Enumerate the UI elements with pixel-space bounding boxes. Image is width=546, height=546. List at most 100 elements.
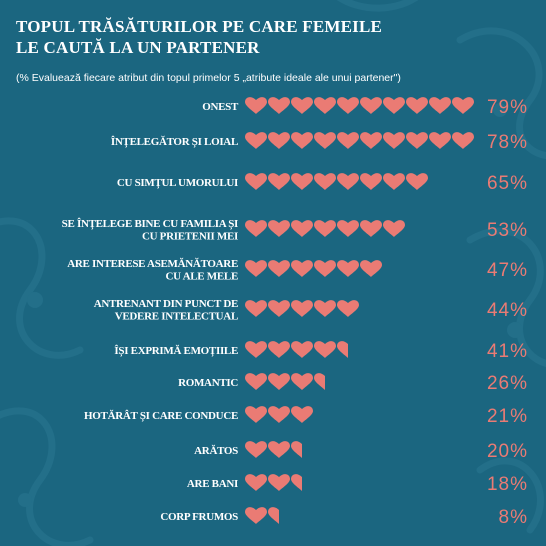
- heart-icon: [314, 97, 336, 114]
- title-line-2: LE CAUTĂ LA UN PARTENER: [16, 38, 260, 57]
- category-label: ÎȘI EXPRIMĂ EMOȚIILE: [114, 345, 238, 357]
- category-label: ANTRENANT DIN PUNCT DE VEDERE INTELECTUAL: [94, 298, 238, 323]
- heart-icon: [268, 474, 290, 491]
- chart-row: ROMANTIC 26%: [178, 373, 528, 394]
- heart-icon: [291, 341, 313, 358]
- heart-icon: [245, 406, 267, 423]
- chart-title: TOPUL TRĂSĂTURILOR PE CARE FEMEILE LE CA…: [16, 16, 382, 58]
- category-label: ARĂTOS: [194, 445, 238, 457]
- chart-row: ARE BANI 18%: [187, 474, 528, 495]
- value-label: 44%: [487, 300, 528, 321]
- chart-row: ANTRENANT DIN PUNCT DE VEDERE INTELECTUAL…: [94, 298, 528, 323]
- heart-icon: [452, 97, 474, 114]
- chart-row: CU SIMȚUL UMORULUI 65%: [117, 173, 527, 194]
- heart-icon: [268, 406, 290, 423]
- heart-icon: [245, 341, 267, 358]
- heart-icon: [360, 173, 382, 190]
- half-heart-icon: [337, 341, 348, 358]
- heart-icon: [291, 173, 313, 190]
- category-label-line: VEDERE INTELECTUAL: [115, 310, 238, 322]
- heart-icon: [245, 373, 267, 390]
- heart-icon: [245, 132, 267, 149]
- heart-icon: [314, 132, 336, 149]
- category-label-line: HOTĂRÂT ȘI CARE CONDUCE: [84, 410, 238, 422]
- title-line-1: TOPUL TRĂSĂTURILOR PE CARE FEMEILE: [16, 17, 383, 36]
- heart-icon: [383, 132, 405, 149]
- heart-icon: [337, 260, 359, 277]
- heart-icon: [268, 441, 290, 458]
- heart-icon: [337, 341, 348, 358]
- category-label: ÎNȚELEGĂTOR ȘI LOIAL: [111, 136, 238, 148]
- category-label: ONEST: [202, 101, 239, 113]
- heart-icon: [268, 173, 290, 190]
- heart-icon: [337, 132, 359, 149]
- half-heart-icon: [314, 373, 325, 390]
- category-label-line: CU ALE MELE: [166, 270, 239, 282]
- category-label: CORP FRUMOS: [160, 511, 238, 523]
- heart-icon: [452, 132, 474, 149]
- heart-icon: [360, 260, 382, 277]
- chart-row: ÎNȚELEGĂTOR ȘI LOIAL 78%: [111, 132, 528, 153]
- category-label-line: CU SIMȚUL UMORULUI: [117, 177, 238, 189]
- value-label: 78%: [487, 132, 528, 153]
- category-label: CU SIMȚUL UMORULUI: [117, 177, 238, 189]
- heart-icon: [291, 97, 313, 114]
- heart-icon: [268, 373, 290, 390]
- heart-icon: [268, 260, 290, 277]
- category-label-line: CORP FRUMOS: [160, 511, 238, 523]
- category-label-line: ANTRENANT DIN PUNCT DE: [94, 298, 238, 310]
- chart-row: ARE INTERESE ASEMĂNĂTOARE CU ALE MELE 47%: [67, 258, 528, 283]
- value-label: 53%: [487, 220, 528, 241]
- heart-icon: [268, 97, 290, 114]
- heart-icon: [314, 173, 336, 190]
- heart-icon: [429, 97, 451, 114]
- heart-icon: [406, 132, 428, 149]
- value-label: 8%: [499, 507, 528, 528]
- value-label: 41%: [487, 341, 528, 362]
- value-label: 18%: [487, 474, 528, 495]
- heart-icon: [360, 132, 382, 149]
- chart-row: ARĂTOS 20%: [194, 441, 528, 462]
- chart-row: ÎȘI EXPRIMĂ EMOȚIILE 41%: [114, 341, 528, 362]
- heart-icon: [291, 474, 302, 491]
- heart-icon: [314, 373, 325, 390]
- heart-icon: [291, 373, 313, 390]
- heart-icon: [268, 300, 290, 317]
- value-label: 26%: [487, 373, 528, 394]
- half-heart-icon: [291, 441, 302, 458]
- heart-icon: [337, 97, 359, 114]
- heart-icon: [314, 300, 336, 317]
- category-label: ARE BANI: [187, 478, 238, 490]
- heart-icon: [291, 260, 313, 277]
- category-label-line: ONEST: [202, 101, 239, 113]
- category-label-line: ARĂTOS: [194, 445, 238, 457]
- heart-icon: [383, 97, 405, 114]
- chart-row: CORP FRUMOS 8%: [160, 507, 528, 528]
- category-label-line: ÎNȚELEGĂTOR ȘI LOIAL: [111, 136, 238, 148]
- heart-icon: [383, 173, 405, 190]
- heart-icon: [406, 173, 428, 190]
- category-label-line: CU PRIETENII MEI: [142, 230, 238, 242]
- heart-icon: [291, 220, 313, 237]
- category-label: HOTĂRÂT ȘI CARE CONDUCE: [84, 410, 238, 422]
- value-label: 20%: [487, 441, 528, 462]
- heart-icon: [383, 220, 405, 237]
- value-label: 47%: [487, 260, 528, 281]
- heart-icon: [314, 220, 336, 237]
- category-label-line: ARE BANI: [187, 478, 238, 490]
- category-label: ARE INTERESE ASEMĂNĂTOARE CU ALE MELE: [67, 258, 238, 283]
- chart-row: HOTĂRÂT ȘI CARE CONDUCE 21%: [84, 406, 528, 427]
- heart-icon: [268, 220, 290, 237]
- chart-row: ONEST 79%: [202, 97, 527, 118]
- category-label-line: ARE INTERESE ASEMĂNĂTOARE: [67, 258, 238, 270]
- heart-icon: [245, 220, 267, 237]
- heart-icon: [245, 474, 267, 491]
- heart-icon: [291, 406, 313, 423]
- heart-icon: [337, 220, 359, 237]
- category-label-line: SE ÎNȚELEGE BINE CU FAMILIA ȘI: [62, 218, 238, 230]
- heart-icon: [245, 97, 267, 114]
- value-label: 21%: [487, 406, 528, 427]
- chart-row: SE ÎNȚELEGE BINE CU FAMILIA ȘI CU PRIETEN…: [62, 218, 528, 243]
- category-label-line: ÎȘI EXPRIMĂ EMOȚIILE: [114, 345, 238, 357]
